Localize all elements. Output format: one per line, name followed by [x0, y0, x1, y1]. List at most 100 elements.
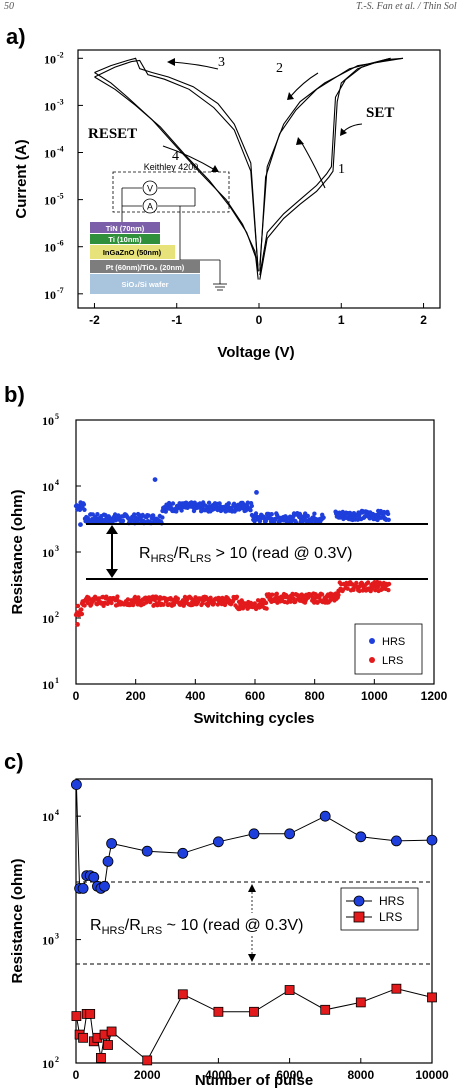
sweep-arrow-1 [299, 139, 326, 189]
reset-label: RESET [88, 126, 137, 142]
y-tick-exponent: -7 [57, 286, 64, 295]
hrs-marker [212, 836, 224, 848]
set-arrow [342, 123, 363, 133]
hrs-point [82, 507, 87, 512]
panel-a-letter: a) [6, 24, 26, 49]
panel-b-legend-hrs-marker [369, 638, 375, 644]
hrs-point [312, 511, 317, 516]
panel-a-curves [94, 57, 404, 280]
lrs-outlier [75, 621, 80, 627]
iv-curve-8 [94, 76, 259, 280]
hrs-point [95, 512, 100, 517]
panel-a-xlabel: Voltage (V) [217, 344, 294, 361]
panel-c-frame [75, 778, 433, 1064]
panel-b-legend-hrs: HRS [382, 636, 405, 648]
lrs-marker [320, 1004, 331, 1015]
layer-pt-label: Pt (60nm)/TiO₂ (20nm) [106, 263, 185, 272]
lrs-point [115, 594, 120, 599]
hrs-point [179, 508, 184, 513]
sweep-arrow-4 [162, 145, 216, 171]
layer-tin [90, 222, 160, 233]
panel-b-ratio-arrowhead-up [106, 525, 118, 534]
lrs-marker [177, 989, 188, 1000]
layer-tin-label: TiN (70nm) [106, 224, 145, 233]
device-inset: Keithley 4200 V A [90, 162, 230, 294]
x-tick-label: 0 [256, 313, 263, 327]
hrs-point [132, 512, 137, 517]
y-tick-exponent: -4 [57, 145, 64, 154]
y-tick-exponent: 2 [55, 1055, 59, 1064]
hrs-outlier [254, 489, 259, 495]
lrs-point [75, 603, 81, 609]
panel-b-legend-lrs-marker [369, 657, 375, 663]
sweep-number-1: 1 [338, 162, 345, 177]
hrs-point [347, 510, 353, 516]
x-tick-label: 1200 [421, 689, 448, 703]
y-tick-exponent: 4 [55, 808, 59, 817]
hrs-point [163, 509, 168, 514]
lrs-marker [391, 983, 402, 994]
hrs-point [386, 517, 391, 522]
lrs-point [161, 602, 166, 607]
sweep-arrowhead-2 [287, 92, 294, 100]
keithley-box [112, 171, 230, 213]
hrs-marker [355, 831, 367, 843]
lrs-marker [355, 997, 366, 1008]
x-tick-label: 8000 [347, 1068, 374, 1082]
hrs-marker [141, 845, 153, 857]
lrs-marker [427, 992, 437, 1003]
ammeter-label: A [147, 202, 153, 212]
y-tick-label: 10 [44, 288, 56, 302]
lrs-marker [85, 1009, 96, 1019]
lrs-point [79, 607, 84, 612]
x-tick-label: 0 [73, 689, 80, 703]
lrs-marker [96, 1053, 106, 1063]
lrs-point [136, 595, 141, 600]
panel-c-legend-hrs-marker [353, 895, 365, 907]
sweep-arrow-3 [171, 61, 219, 70]
y-tick-label: 10 [42, 612, 54, 626]
voltmeter-icon [142, 180, 158, 196]
hrs-point [269, 512, 274, 517]
lrs-point [263, 600, 269, 606]
lrs-point [175, 596, 180, 601]
lrs-marker [78, 1032, 88, 1043]
lrs-line [75, 988, 433, 1062]
lrs-point [264, 606, 269, 611]
hrs-marker [88, 871, 100, 883]
y-tick-label: 10 [42, 546, 54, 560]
lrs-point [274, 591, 279, 596]
y-tick-label: 10 [42, 678, 54, 692]
hrs-point [226, 501, 231, 506]
x-tick-label: 2 [420, 313, 427, 327]
hrs-point [385, 511, 391, 517]
x-tick-label: 6000 [276, 1068, 303, 1082]
y-tick-label: 10 [42, 934, 54, 948]
x-tick-label: 600 [245, 689, 265, 703]
hrs-outlier [152, 477, 158, 483]
x-tick-label: 0 [73, 1068, 80, 1082]
y-tick-exponent: 2 [55, 610, 59, 619]
hrs-point [174, 509, 179, 514]
y-tick-label: 10 [44, 52, 56, 66]
y-tick-exponent: -3 [57, 97, 64, 106]
sweep-number-4: 4 [172, 149, 179, 164]
lrs-marker [213, 1006, 224, 1017]
lrs-point [357, 588, 362, 594]
panel-a-ticks: -2 -1 0 1 210-210-310-410-510-610-7 [44, 50, 427, 327]
y-tick-label: 10 [44, 194, 56, 208]
panel-c-xlabel: Number of pulse [195, 1072, 313, 1089]
hrs-point [191, 508, 197, 514]
y-tick-label: 10 [44, 147, 56, 161]
set-arrowhead [340, 128, 347, 136]
panel-b-letter: b) [4, 382, 25, 407]
hrs-marker [390, 835, 402, 847]
panel-c-ratio-text: RHRS/RLRS ~ 10 (read @ 0.3V) [90, 917, 303, 937]
panel-b-legend-lrs: LRS [382, 655, 403, 667]
y-tick-label: 10 [44, 241, 56, 255]
panel-c-ratio-bg [88, 913, 320, 935]
hrs-marker [106, 838, 117, 849]
